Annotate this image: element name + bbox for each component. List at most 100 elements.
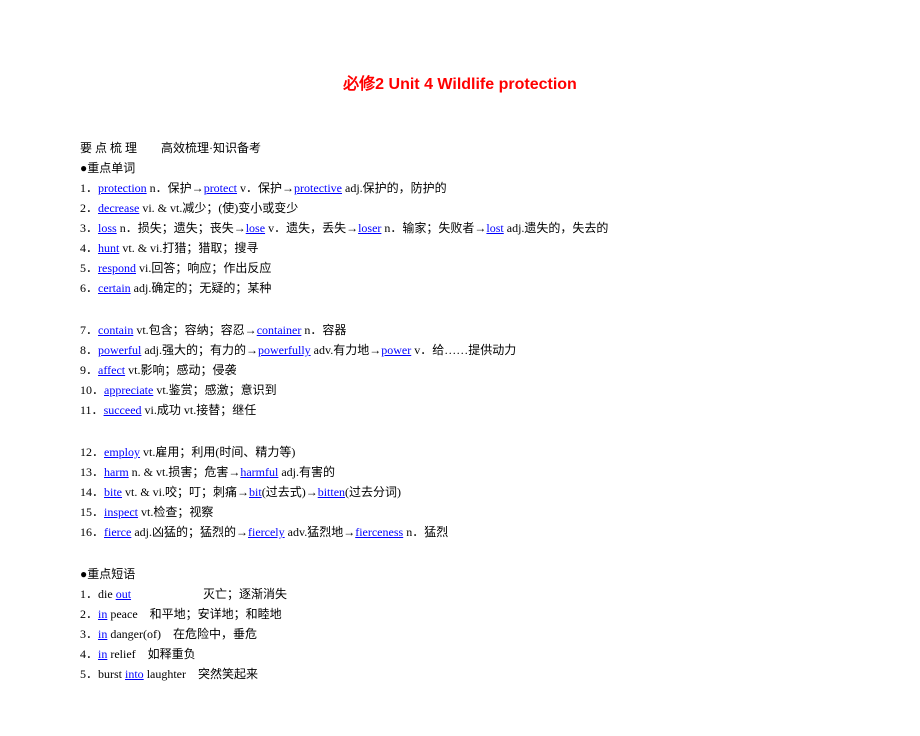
- vocab-line: 15．inspect vt.检查；视察: [80, 502, 840, 522]
- page-title: 必修2 Unit 4 Wildlife protection: [80, 70, 840, 94]
- item-number: 8．: [80, 343, 98, 357]
- underlined-term: employ: [104, 445, 140, 459]
- item-number: 2．: [80, 201, 98, 215]
- underlined-term: inspect: [104, 505, 138, 519]
- item-number: 9．: [80, 363, 98, 377]
- underlined-term: powerful: [98, 343, 141, 357]
- item-number: 14．: [80, 485, 104, 499]
- underlined-term: powerfully: [258, 343, 311, 357]
- content-body: ●重点单词 1． protection n．保护→protect v．保护→prot…: [80, 158, 840, 706]
- underlined-term: bite: [104, 485, 122, 499]
- vocab-line: 4．in relief 如释重负: [80, 644, 840, 664]
- plain-text: relief 如释重负: [107, 647, 195, 661]
- plain-text: vt.检查；视察: [138, 505, 213, 519]
- underlined-term: in: [98, 647, 107, 661]
- vocab-line: 3．loss n．损失；遗失；丧失→lose v．遗失，丢失→loser n．输…: [80, 218, 840, 238]
- vocab-line: 2．decrease vi. & vt.减少；(使)变小或变少: [80, 198, 840, 218]
- underlined-term: protection: [98, 181, 147, 195]
- block-gap: [80, 684, 840, 706]
- plain-text: n．输家；失败者→: [381, 221, 486, 235]
- item-number: 5．: [80, 667, 98, 681]
- vocab-line: 16．fierce adj.凶猛的；猛烈的→fiercely adv.猛烈地→f…: [80, 522, 840, 542]
- item-number: 3．: [80, 627, 98, 641]
- underlined-term: lost: [486, 221, 503, 235]
- item-number: 1．: [80, 587, 98, 601]
- vocab-line: 13．harm n. & vt.损害；危害→harmful adj.有害的: [80, 462, 840, 482]
- underlined-term: fiercely: [248, 525, 285, 539]
- item-number: 7．: [80, 323, 98, 337]
- underlined-term: appreciate: [104, 383, 153, 397]
- plain-text: n．容器: [301, 323, 346, 337]
- underlined-term: decrease: [98, 201, 139, 215]
- plain-text: adj.有害的: [278, 465, 335, 479]
- underlined-term: contain: [98, 323, 133, 337]
- plain-text: vi.成功 vt.接替；继任: [142, 403, 257, 417]
- item-number: 4．: [80, 241, 98, 255]
- underlined-term: protect: [204, 181, 237, 195]
- item-number: 12．: [80, 445, 104, 459]
- underlined-term: fierce: [104, 525, 131, 539]
- underlined-term: power: [381, 343, 411, 357]
- plain-text: vi. & vt.减少；(使)变小或变少: [139, 201, 298, 215]
- vocab-line: 7．contain vt.包含；容纳；容忍→container n．容器: [80, 320, 840, 340]
- vocab-line: 1．die out 灭亡；逐渐消失: [80, 584, 840, 604]
- plain-text: vt.影响；感动；侵袭: [125, 363, 236, 377]
- item-number: 3．: [80, 221, 98, 235]
- block-gap: [80, 420, 840, 442]
- underlined-term: into: [125, 667, 144, 681]
- vocab-line: 9．affect vt.影响；感动；侵袭: [80, 360, 840, 380]
- plain-text: peace 和平地；安详地；和睦地: [107, 607, 281, 621]
- vocab-line: 4．hunt vt. & vi.打猎；猎取；搜寻: [80, 238, 840, 258]
- underlined-term: fierceness: [355, 525, 403, 539]
- plain-text: adj.遗失的，失去的: [504, 221, 609, 235]
- underlined-term: bit: [249, 485, 262, 499]
- plain-text: (过去分词): [345, 485, 401, 499]
- plain-text: vt. & vi.打猎；猎取；搜寻: [119, 241, 258, 255]
- plain-text: die: [98, 587, 116, 601]
- underlined-term: harmful: [240, 465, 278, 479]
- plain-text: adj.保护的，防护的: [342, 181, 447, 195]
- plain-text: 灭亡；逐渐消失: [131, 587, 287, 601]
- block-gap: [80, 298, 840, 320]
- plain-text: vt.雇用；利用(时间、精力等): [140, 445, 295, 459]
- item-number: 2．: [80, 607, 98, 621]
- item-number: 10．: [80, 383, 104, 397]
- plain-text: vt. & vi.咬；叮；刺痛→: [122, 485, 249, 499]
- underlined-term: protective: [294, 181, 342, 195]
- item-number: 11．: [80, 403, 104, 417]
- vocab-line: 6．certain adj.确定的；无疑的；某种: [80, 278, 840, 298]
- underlined-term: in: [98, 607, 107, 621]
- block-gap: [80, 542, 840, 564]
- vocab-line: 10．appreciate vt.鉴赏；感激；意识到: [80, 380, 840, 400]
- plain-text: adj.确定的；无疑的；某种: [131, 281, 272, 295]
- underlined-term: certain: [98, 281, 131, 295]
- item-number: 16．: [80, 525, 104, 539]
- plain-text: adv.有力地→: [311, 343, 382, 357]
- plain-text: v．保护→: [237, 181, 294, 195]
- plain-text: n．保护→: [147, 181, 204, 195]
- underlined-term: bitten: [318, 485, 345, 499]
- plain-text: vt.包含；容纳；容忍→: [133, 323, 256, 337]
- underlined-term: harm: [104, 465, 129, 479]
- vocab-line: 12．employ vt.雇用；利用(时间、精力等): [80, 442, 840, 462]
- plain-text: vt.鉴赏；感激；意识到: [153, 383, 276, 397]
- vocab-line: 5．respond vi.回答；响应；作出反应: [80, 258, 840, 278]
- section-heading: ●重点单词: [80, 158, 840, 178]
- plain-text: v．遗失，丢失→: [265, 221, 358, 235]
- underlined-term: out: [116, 587, 131, 601]
- plain-text: burst: [98, 667, 125, 681]
- vocab-line: 3．in danger(of) 在危险中，垂危: [80, 624, 840, 644]
- vocab-line: 8．powerful adj.强大的；有力的→powerfully adv.有力…: [80, 340, 840, 360]
- plain-text: n．损失；遗失；丧失→: [117, 221, 246, 235]
- plain-text: adj.强大的；有力的→: [141, 343, 258, 357]
- vocab-line: 5．burst into laughter 突然笑起来: [80, 664, 840, 684]
- underlined-term: respond: [98, 261, 136, 275]
- section-heading: ●重点短语: [80, 564, 840, 584]
- underlined-term: affect: [98, 363, 125, 377]
- underlined-term: container: [257, 323, 302, 337]
- vocab-line: 2．in peace 和平地；安详地；和睦地: [80, 604, 840, 624]
- underlined-term: succeed: [104, 403, 142, 417]
- plain-text: vi.回答；响应；作出反应: [136, 261, 271, 275]
- plain-text: n．猛烈: [403, 525, 448, 539]
- underlined-term: hunt: [98, 241, 119, 255]
